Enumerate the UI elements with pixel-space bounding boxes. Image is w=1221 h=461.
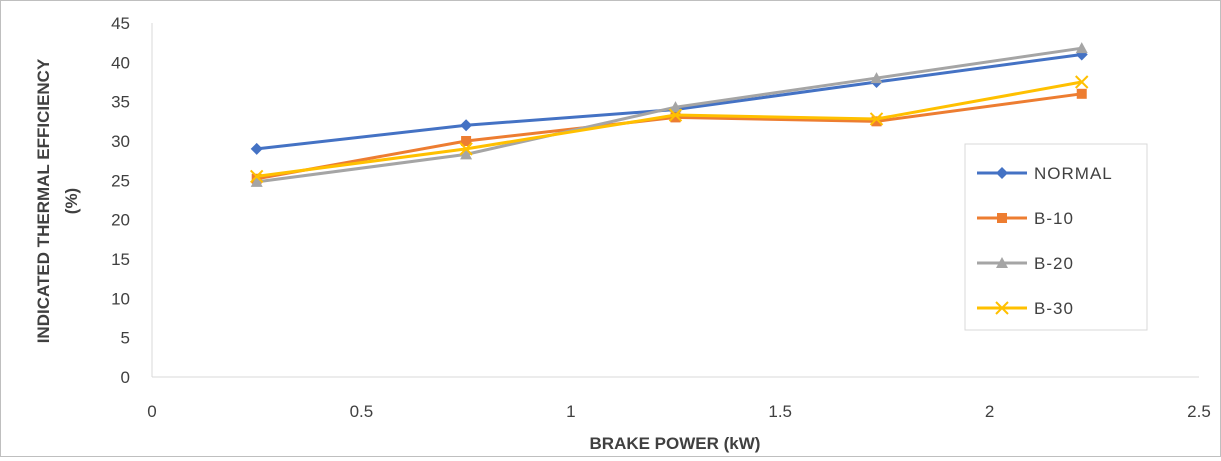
plot-area [151,23,1199,378]
legend-entry: NORMAL [977,164,1113,183]
y-axis-ticks: 0 5 10 15 20 25 30 35 40 45 [111,14,130,387]
series-layer [249,42,1089,187]
triangle-marker [1075,42,1088,54]
x-marker [668,108,683,122]
triangle-marker [870,72,883,84]
square-marker [997,213,1007,223]
diamond-marker [460,119,473,132]
x-tick-label: 1 [566,402,575,421]
series-b-30 [249,75,1089,184]
x-marker [459,142,473,156]
x-marker [1075,75,1089,89]
y-axis-title-line-1: INDICATED THERMAL EFFICIENCY [34,58,53,343]
legend-label: B-30 [1034,299,1074,318]
x-tick-label: 0 [147,402,156,421]
legend: NORMAL B-10 B-20 B-30 [964,143,1148,331]
y-tick-label: 30 [111,132,130,151]
x-marker [995,301,1009,315]
square-marker [670,112,681,123]
y-tick-label: 40 [111,53,130,72]
y-tick-label: 20 [111,211,130,230]
series-line [256,52,1082,151]
y-tick-label: 45 [111,14,130,33]
triangle-marker [996,257,1008,268]
x-tick-label: 2 [985,402,994,421]
square-marker [871,116,882,127]
series-line [256,80,1083,178]
y-tick-label: 5 [121,329,130,348]
legend-entry: B-30 [977,299,1074,318]
legend-entry: B-10 [977,209,1074,228]
y-axis-title-group: INDICATED THERMAL EFFICIENCY (%) [34,58,81,343]
legend-label: B-20 [1034,254,1074,273]
diamond-marker [250,142,263,155]
series-b-20 [250,42,1088,187]
y-tick-label: 15 [111,250,130,269]
x-tick-label: 1.5 [768,402,792,421]
y-tick-label: 10 [111,289,130,308]
x-tick-label: 0.5 [350,402,374,421]
legend-label: B-10 [1034,209,1074,228]
triangle-marker [669,101,682,113]
x-axis-ticks: 0 0.5 1 1.5 2 2.5 [147,402,1211,421]
square-marker [461,136,472,146]
x-tick-label: 2.5 [1187,402,1211,421]
x-marker [869,112,884,126]
legend-box [964,143,1148,331]
legend-label: NORMAL [1034,164,1113,183]
x-axis-title: BRAKE POWER (kW) [590,434,761,453]
y-tick-label: 35 [111,93,130,112]
x-marker [249,169,264,184]
square-marker [1076,88,1087,99]
y-axis-title-line-2: (%) [62,188,81,214]
legend-entry: B-20 [977,254,1074,273]
triangle-marker [460,148,473,160]
y-tick-label: 25 [111,171,130,190]
diamond-marker [996,167,1008,179]
triangle-marker [250,175,263,187]
y-tick-label: 0 [121,368,130,387]
